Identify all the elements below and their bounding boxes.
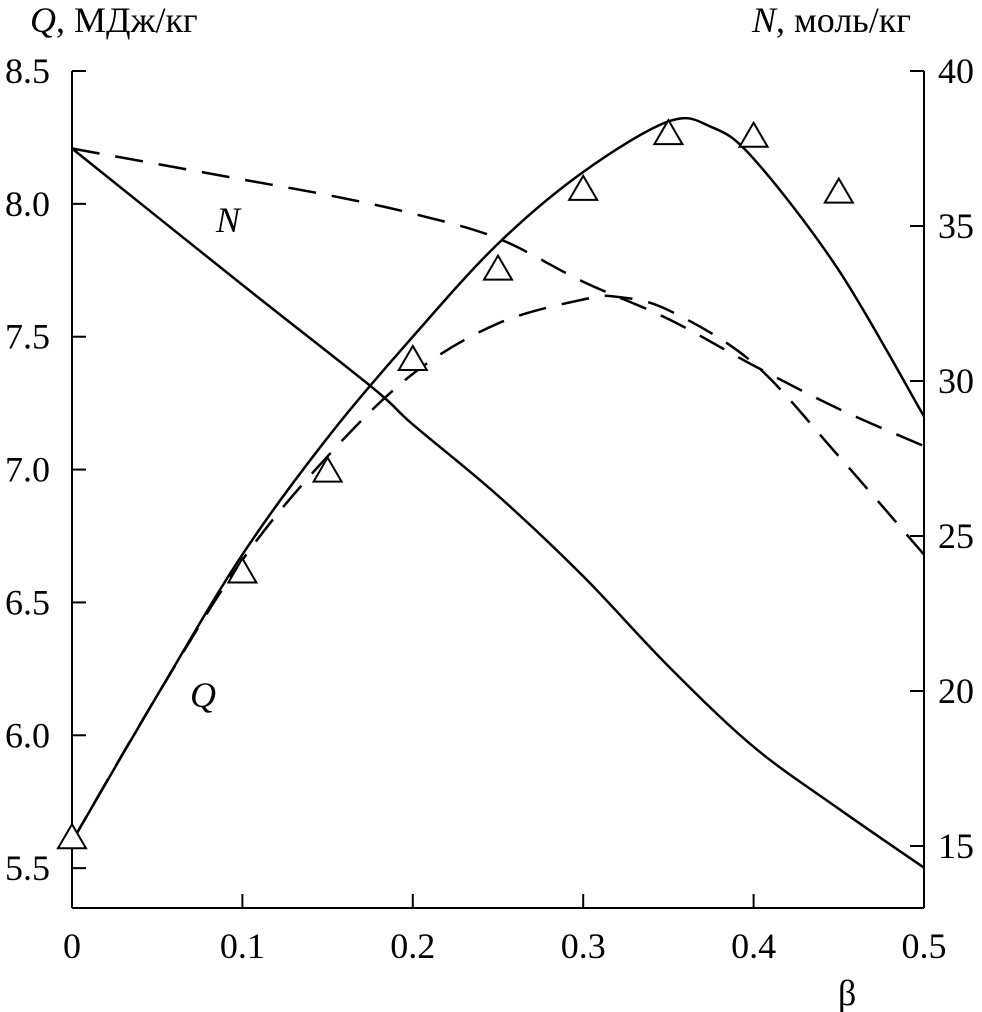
x-tick-label: 0.4 [731,926,776,966]
data-point-triangle [823,176,855,204]
series-line-q-dashed [70,294,925,843]
series-layer [70,116,926,869]
markers-layer [56,118,855,850]
data-point-triangle [482,253,514,281]
data-point-triangle [311,455,344,483]
data-point-triangle [56,822,88,850]
x-tick-label: 0.1 [220,926,265,966]
x-tick-label: 0.2 [390,926,435,966]
data-point-triangle [652,118,685,146]
y-right-tick-label: 25 [938,516,974,556]
x-tick-label: 0 [63,926,81,966]
y-left-tick-label: 8.0 [5,184,50,224]
annotation-q: Q [190,675,216,715]
annotation-n: N [215,200,242,240]
series-line-n [71,147,925,869]
series-line-q [70,116,926,843]
y-left-tick-label: 7.0 [5,450,50,490]
y-right-tick-label: 40 [938,51,974,91]
y-right-tick-label: 35 [938,206,974,246]
x-tick-label: 0.3 [561,926,606,966]
y-right-axis-title: N, моль/кг [751,0,911,40]
axes: 0 0.1 0.2 0.3 0.4 0.5 5.5 6.0 6.5 7.0 7.5 8.0 8.5 15 2… [5,51,974,966]
x-axis-title: β [838,973,856,1012]
data-point-triangle [567,173,599,201]
y-right-tick-label: 15 [938,826,974,866]
y-left-axis-title: Q, МДж/кг [30,0,198,40]
y-left-tick-label: 6.5 [5,582,50,622]
series-line-n-dashed [71,147,925,448]
data-point-triangle [737,120,770,148]
y-right-tick-label: 20 [938,671,974,711]
x-tick-label: 0.5 [902,926,947,966]
y-right-tick-label: 30 [938,361,974,401]
y-left-tick-label: 5.5 [5,848,50,888]
y-left-tick-label: 8.5 [5,51,50,91]
y-left-tick-label: 7.5 [5,317,50,357]
data-point-triangle [226,556,259,584]
y-left-tick-label: 6.0 [5,715,50,755]
data-point-triangle [397,343,429,371]
